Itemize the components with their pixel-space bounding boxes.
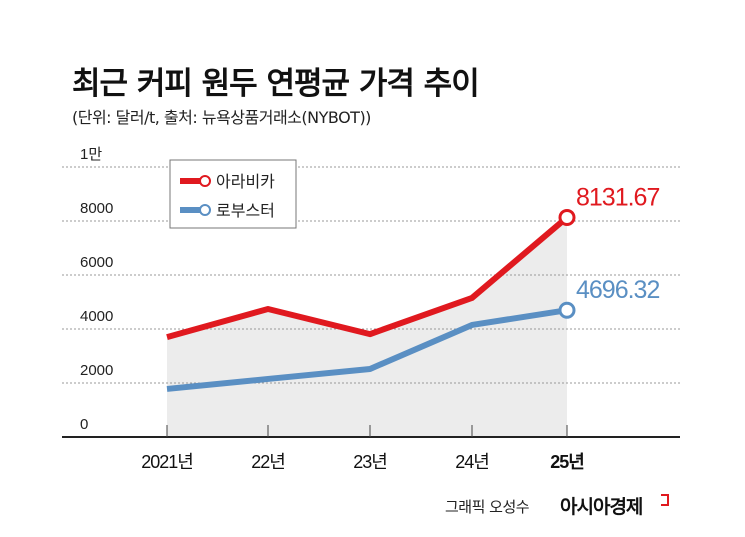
graphic-credit: 그래픽 오성수 <box>445 498 530 516</box>
data-label: 4696.32 <box>576 276 659 304</box>
legend-box <box>169 159 297 229</box>
y-tick-label: 8000 <box>80 200 113 217</box>
legend-label: 로부스터 <box>216 201 275 220</box>
y-tick-label: 0 <box>80 416 88 433</box>
x-tick-label: 2021년 <box>141 452 193 472</box>
data-point-marker <box>558 208 576 226</box>
y-tick-label: 1만 <box>80 146 102 163</box>
legend-label: 아라비카 <box>216 172 275 191</box>
x-tick-label: 25년 <box>550 452 584 472</box>
legend-marker <box>199 204 211 216</box>
brand-mark-icon <box>661 494 669 506</box>
chart-title: 최근 커피 원두 연평균 가격 추이 <box>72 66 480 102</box>
y-tick-label: 6000 <box>80 254 113 271</box>
chart-subtitle: (단위: 달러/t, 출처: 뉴욕상품거래소(NYBOT)) <box>72 108 371 127</box>
y-tick-label: 2000 <box>80 362 113 379</box>
x-tick-label: 22년 <box>251 452 285 472</box>
data-point-marker <box>558 301 576 319</box>
y-tick-label: 4000 <box>80 308 113 325</box>
area-fill <box>167 217 567 437</box>
legend-marker <box>199 175 211 187</box>
x-tick-label: 24년 <box>455 452 489 472</box>
x-tick-label: 23년 <box>353 452 387 472</box>
data-label: 8131.67 <box>576 183 659 211</box>
brand-logo: 아시아경제 <box>560 496 643 518</box>
